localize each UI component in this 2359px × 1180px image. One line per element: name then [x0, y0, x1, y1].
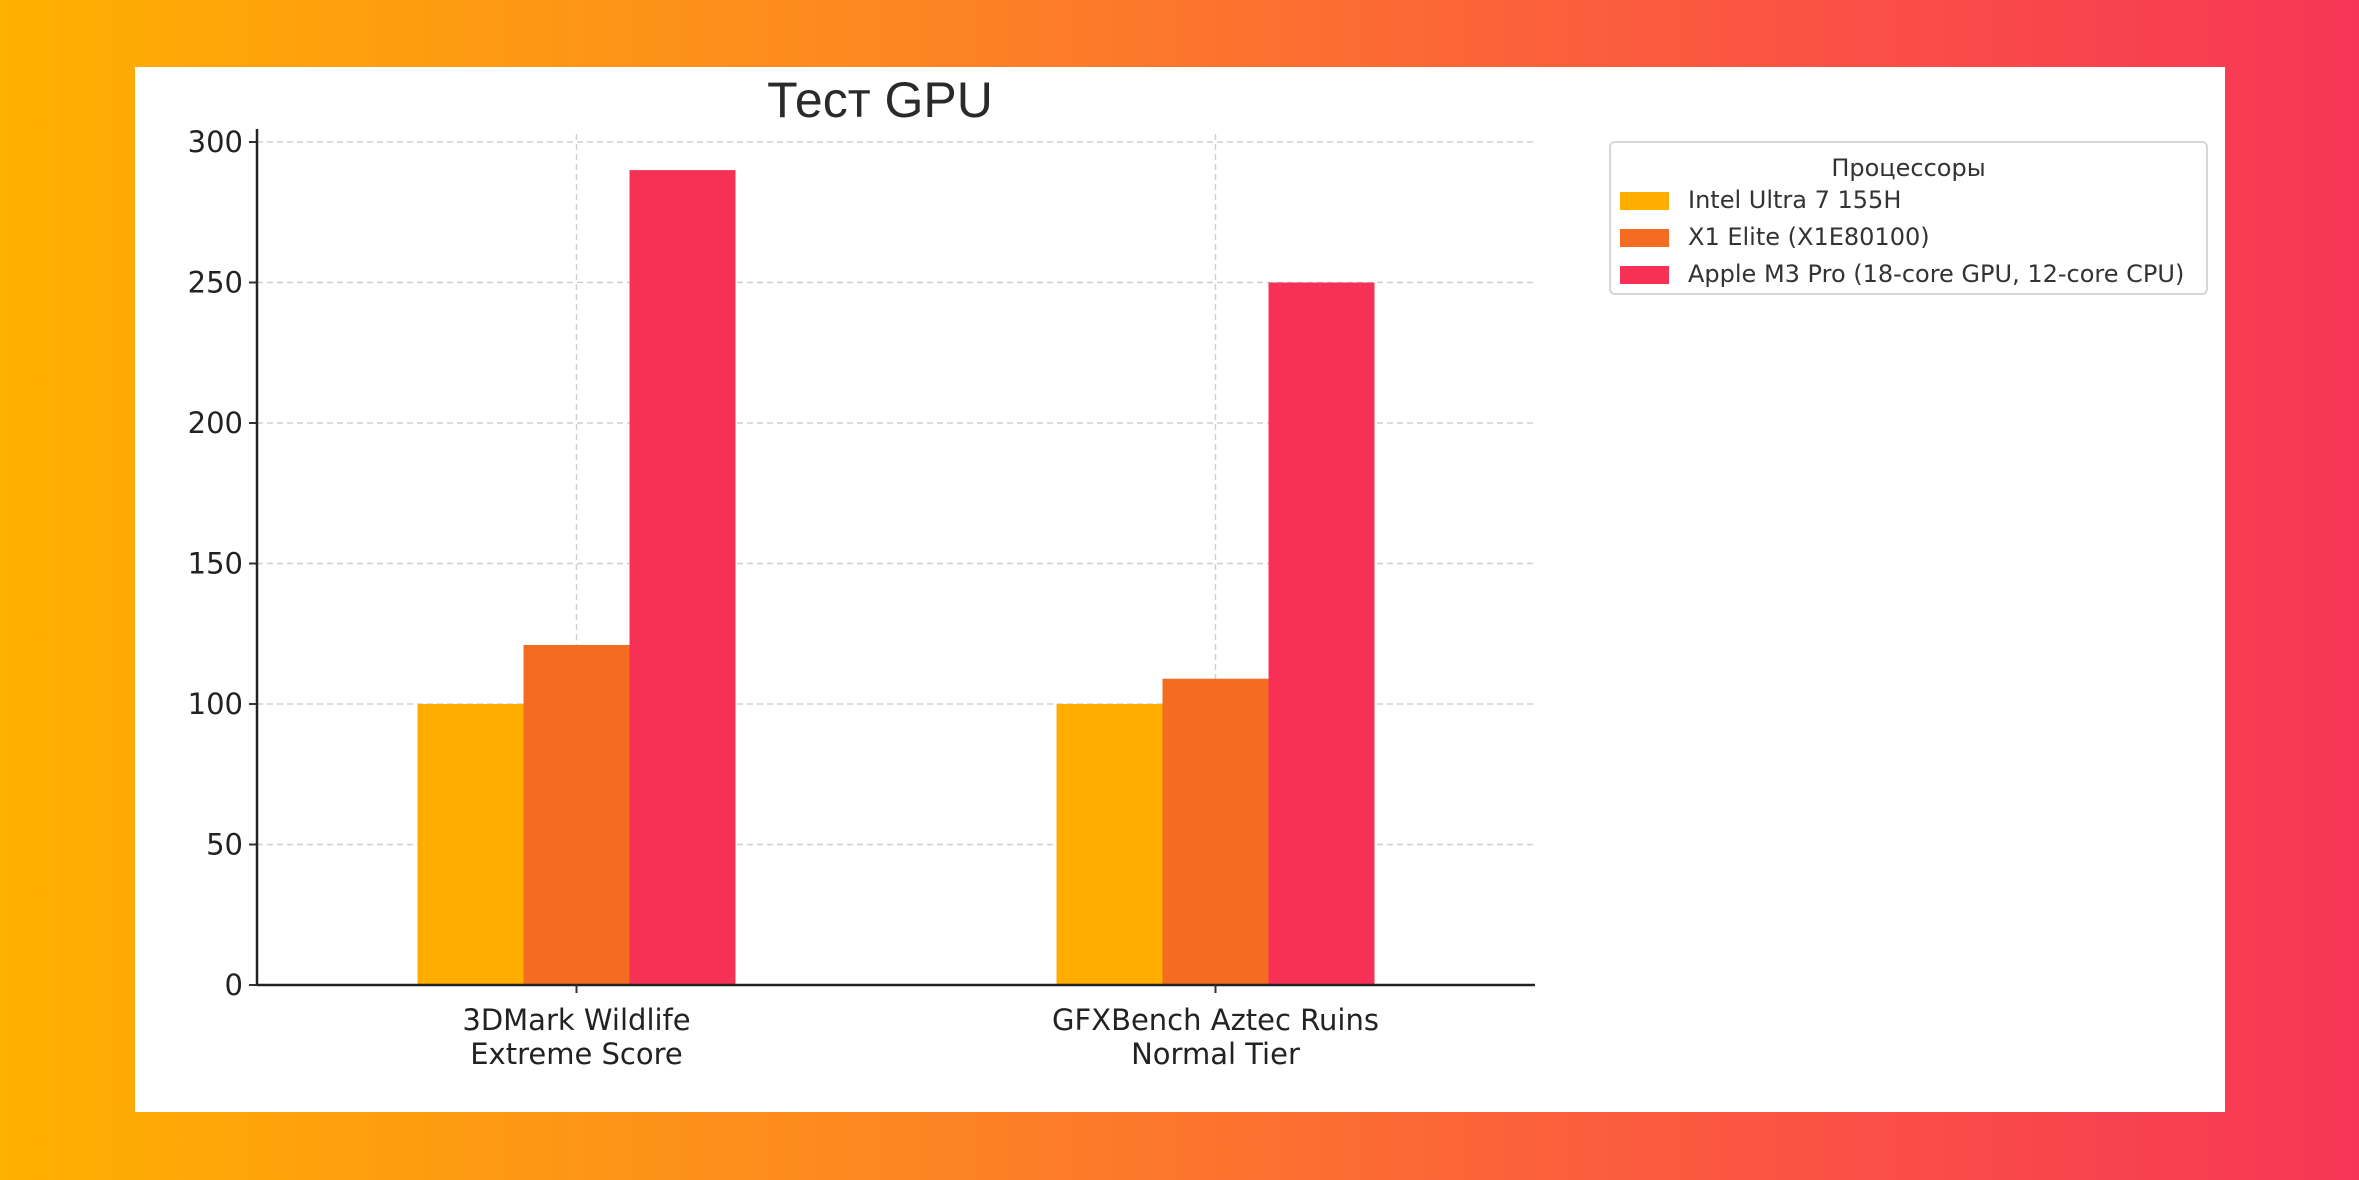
y-tick-label: 50	[206, 828, 243, 862]
y-tick-label: 150	[188, 547, 243, 581]
legend-swatch	[1620, 229, 1669, 247]
bar	[417, 704, 524, 985]
bar	[1056, 704, 1163, 985]
bar	[1162, 678, 1269, 985]
x-tick-label: 3DMark Wildlife Extreme Score	[462, 1003, 690, 1071]
legend-entry-label: X1 Elite (X1E80100)	[1688, 223, 1930, 251]
legend-swatch	[1620, 266, 1669, 284]
y-tick-label: 100	[188, 687, 243, 721]
bar	[1268, 282, 1375, 985]
axes	[249, 129, 1535, 993]
legend-swatch	[1620, 192, 1669, 210]
bar	[629, 170, 736, 986]
legend-title: Процессоры	[1831, 154, 1985, 182]
y-tick-label: 250	[188, 266, 243, 300]
legend-box	[1609, 141, 2208, 295]
legend: Процессоры Intel Ultra 7 155H X1 Elite (X1…	[1609, 141, 2208, 295]
bars	[417, 170, 1375, 986]
y-tick-label: 200	[188, 406, 243, 440]
x-tick-label: GFXBench Aztec Ruins Normal Tier	[1052, 1003, 1379, 1071]
x-tick-labels: 3DMark Wildlife Extreme Score GFXBench Azt…	[462, 1003, 1379, 1071]
legend-entry-label: Intel Ultra 7 155H	[1688, 186, 1901, 214]
chart-title: Тест GPU	[767, 72, 993, 128]
bar	[523, 644, 630, 985]
gpu-bar-chart: Тест GPU 0 50 100 150 200 250 300 3DMark Wildl…	[188, 72, 2208, 1071]
y-tick-labels: 0 50 100 150 200 250 300	[188, 125, 243, 1002]
y-tick-label: 0	[225, 968, 243, 1002]
chart-card: Тест GPU 0 50 100 150 200 250 300 3DMark Wildl…	[135, 67, 2225, 1112]
legend-entry-label: Apple M3 Pro (18-core GPU, 12-core CPU)	[1688, 260, 2184, 288]
y-tick-label: 300	[188, 125, 243, 159]
